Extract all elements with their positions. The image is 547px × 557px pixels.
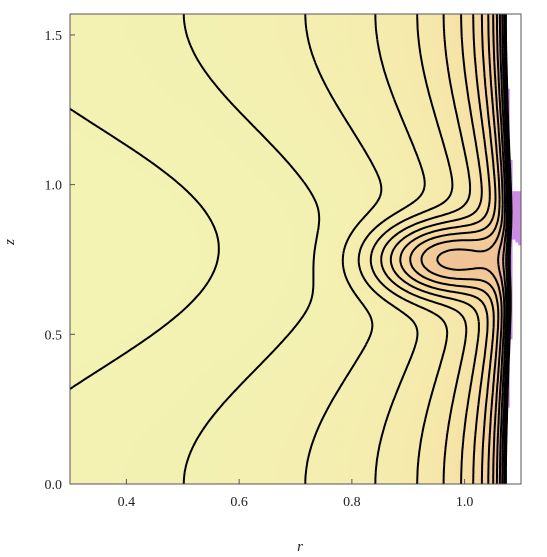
contour-plot: 0.4 0.6 0.8 1.0 0.00.51.01.5 r z [0, 0, 547, 557]
